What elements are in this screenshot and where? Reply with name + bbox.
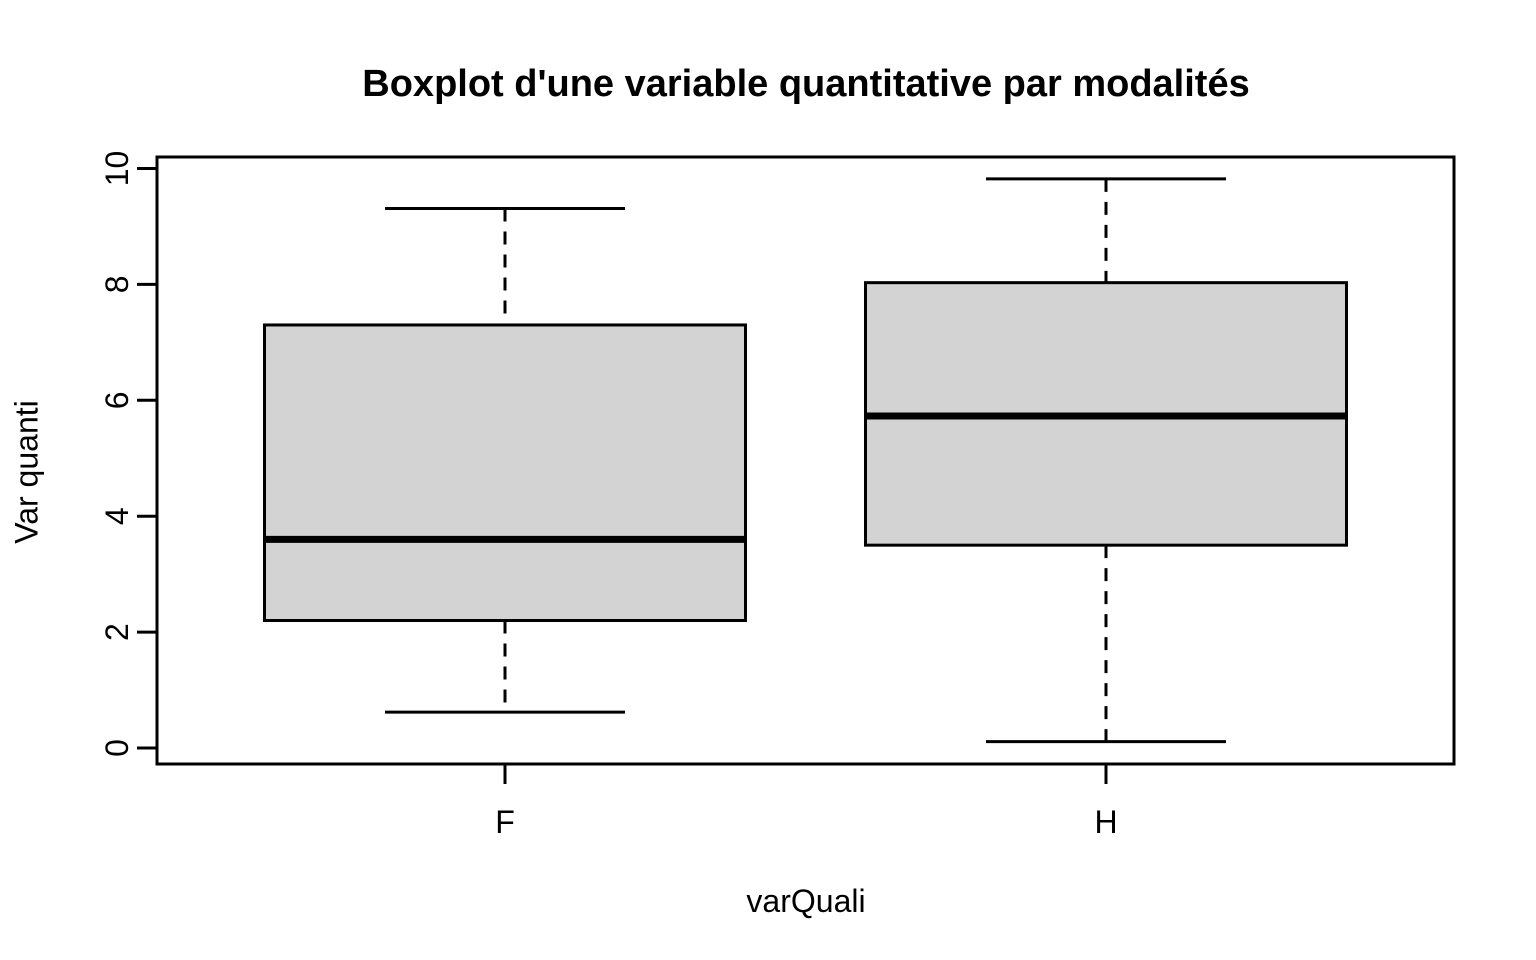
- y-tick-label: 8: [99, 276, 135, 294]
- x-axis-label: varQuali: [746, 883, 866, 919]
- y-tick-label: 10: [99, 151, 135, 187]
- y-tick-label: 6: [99, 391, 135, 409]
- y-tick-label: 0: [99, 739, 135, 757]
- category-label-F: F: [495, 804, 515, 840]
- chart-title: Boxplot d'une variable quantitative par …: [362, 63, 1250, 105]
- iqr-box-F: [263, 323, 747, 623]
- category-label-H: H: [1094, 804, 1117, 840]
- y-tick-label: 4: [99, 507, 135, 525]
- y-tick-label: 2: [99, 623, 135, 641]
- plot-border: [155, 155, 1456, 766]
